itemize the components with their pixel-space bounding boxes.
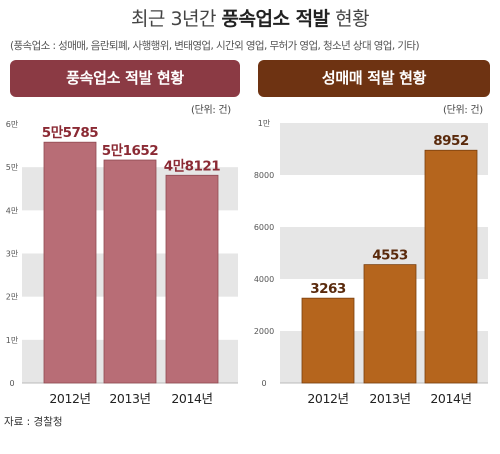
source-note: 자료 : 경찰청 (4, 416, 63, 428)
x-tick-label: 2013년 (369, 391, 410, 406)
y-tick-label: 8000 (254, 171, 274, 180)
y-tick-label: 1만 (6, 336, 19, 345)
left-chart-header: 풍속업소 적발 현황 (10, 60, 240, 97)
data-label: 4553 (372, 248, 408, 264)
y-tick-label: 1만 (258, 119, 271, 128)
page-title: 최근 3년간 풍속업소 적발 현황 (0, 4, 500, 31)
y-tick-label: 0 (9, 379, 14, 388)
bar (424, 149, 478, 384)
y-tick-label: 2000 (254, 327, 274, 336)
y-tick-label: 3만 (6, 250, 19, 259)
bar (363, 264, 417, 384)
x-tick-label: 2014년 (430, 391, 471, 406)
right-bar-chart: 0 2000 4000 6000 8000 1만 3263 2012년 4553 2013년 895… (254, 119, 488, 406)
y-tick-label: 4000 (254, 275, 274, 284)
data-label: 8952 (433, 133, 469, 149)
y-tick-label: 0 (261, 379, 266, 388)
data-label: 3263 (310, 281, 346, 297)
page-subtitle: (풍속업소 : 성매매, 음란퇴폐, 사행행위, 변태영업, 시간외 영업, 무… (10, 40, 420, 52)
x-tick-label: 2012년 (307, 391, 348, 406)
x-tick-label: 2013년 (109, 391, 150, 406)
bar (103, 159, 157, 384)
data-label: 5만5785 (42, 125, 98, 141)
y-tick-label: 5만 (6, 163, 19, 172)
right-chart-header: 성매매 적발 현황 (258, 60, 490, 97)
x-tick-label: 2014년 (171, 391, 212, 406)
y-tick-label: 6만 (6, 120, 19, 129)
title-prefix: 최근 3년간 (130, 8, 222, 30)
left-chart-unit: (단위: 건) (191, 105, 231, 116)
y-tick-label: 6000 (254, 223, 274, 232)
y-tick-label: 4만 (6, 206, 19, 215)
right-chart-unit: (단위: 건) (443, 105, 483, 116)
bar (43, 141, 97, 384)
bar (301, 297, 355, 384)
data-label: 5만1652 (102, 143, 158, 159)
bar (165, 174, 219, 384)
x-tick-label: 2012년 (49, 391, 90, 406)
title-suffix: 현황 (329, 8, 370, 30)
title-emphasis: 풍속업소 적발 (221, 8, 331, 30)
y-tick-label: 2만 (6, 293, 19, 302)
left-bar-chart: 0 1만 2만 3만 4만 5만 6만 5만5785 2012년 5만1652 2013년 4만812… (6, 120, 238, 406)
data-label: 4만8121 (164, 158, 220, 174)
